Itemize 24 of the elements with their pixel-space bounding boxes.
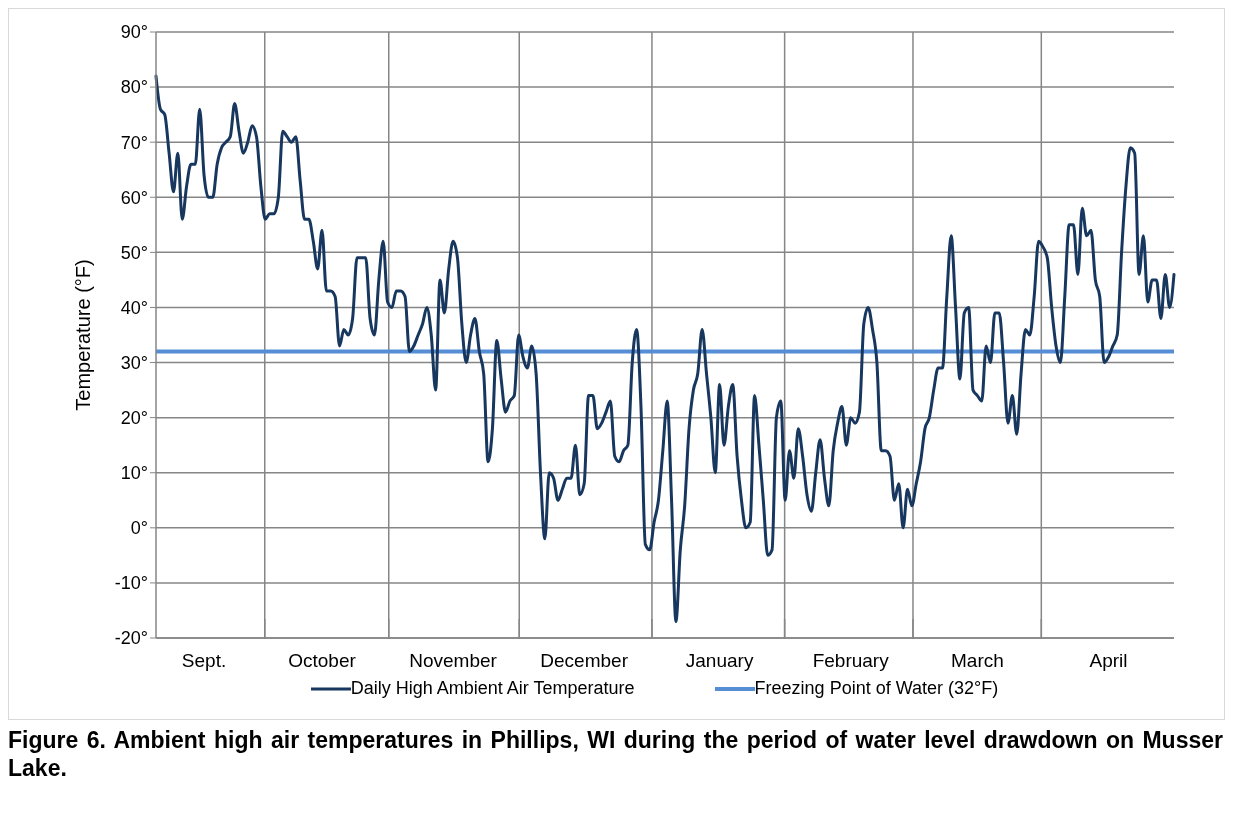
x-tick-label: March	[950, 650, 1004, 672]
y-tick-label: -10°	[114, 573, 148, 594]
x-tick-label: February	[812, 650, 890, 672]
y-tick-label: 80°	[120, 77, 148, 98]
y-tick-label: 50°	[120, 242, 148, 263]
x-tick-label: January	[685, 650, 754, 672]
y-tick-label: 90°	[120, 22, 148, 43]
y-tick-label: 70°	[120, 132, 148, 153]
y-tick-label: 20°	[120, 408, 148, 429]
x-tick-label: October	[288, 650, 357, 672]
y-tick-label: 40°	[120, 297, 148, 318]
y-tick-label: 0°	[130, 518, 148, 539]
y-tick-label: 60°	[120, 187, 148, 208]
text: Figure 6. Ambient high air temperatures in Phillips, WI during the period of water level drawdown on Musser Lake.	[8, 727, 1223, 781]
legend-label: Daily High Ambient Air Temperature	[350, 678, 635, 699]
y-tick-label: -20°	[114, 628, 148, 649]
x-tick-label: November	[409, 650, 498, 672]
legend-label: Freezing Point of Water (32°F)	[754, 678, 999, 699]
x-tick-label: Sept.	[181, 650, 227, 672]
x-tick-label: December	[540, 650, 629, 672]
y-axis-title: Temperature (°F)	[72, 259, 95, 411]
y-tick-label: 30°	[120, 352, 148, 373]
y-tick-label: 10°	[120, 463, 148, 484]
x-tick-label: April	[1089, 650, 1128, 672]
